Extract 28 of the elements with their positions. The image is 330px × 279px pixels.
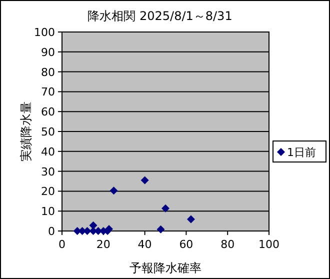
x-tick-label: 20 — [96, 238, 110, 251]
y-tick-label: 90 — [41, 46, 55, 59]
y-tick-label: 100 — [34, 26, 55, 39]
y-tick-label: 40 — [41, 145, 55, 158]
x-tick-label: 0 — [58, 238, 66, 251]
y-tick-label: 20 — [41, 185, 55, 198]
legend: 1日前 — [272, 140, 326, 162]
y-tick-label: 50 — [41, 126, 55, 138]
point — [156, 225, 165, 234]
y-tick-label: 80 — [41, 66, 55, 79]
point — [89, 221, 98, 230]
point — [140, 176, 149, 184]
y-tick-label: 60 — [41, 106, 55, 119]
y-tick-label: 0 — [48, 225, 55, 238]
y-axis-title: 実績降水量 — [19, 102, 33, 162]
chart-title: 降水相関 2025/8/1～8/31 — [88, 9, 232, 23]
x-axis-title: 予報降水確率 — [130, 261, 202, 275]
y-tick-label: 30 — [41, 165, 55, 178]
point — [162, 204, 170, 212]
point — [110, 186, 118, 195]
y-tick-label: 10 — [41, 205, 55, 218]
legend-label: 1日前 — [287, 146, 316, 159]
point — [186, 215, 195, 224]
x-tick-label: 100 — [258, 238, 280, 251]
x-tick-label: 60 — [179, 238, 194, 251]
x-tick-label: 40 — [138, 238, 152, 251]
x-tick-label: 80 — [220, 238, 235, 251]
y-tick-label: 70 — [41, 86, 55, 99]
